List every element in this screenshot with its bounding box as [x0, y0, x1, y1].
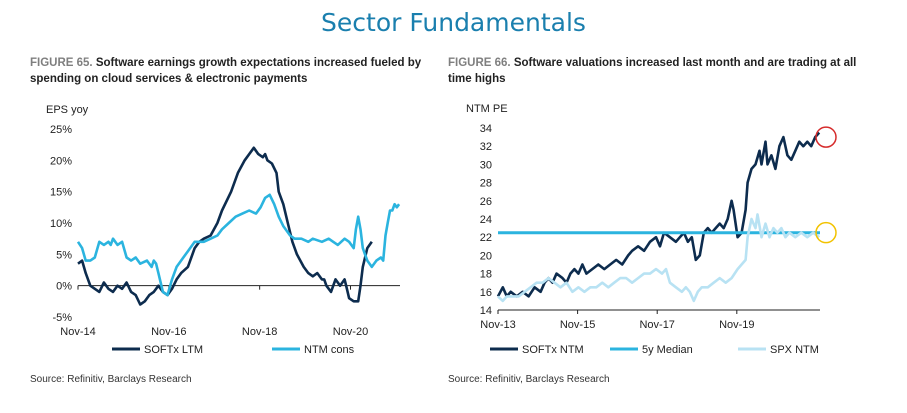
pe-y-tick-label: 32: [480, 141, 492, 153]
eps-y-tick-label: 0%: [56, 281, 72, 293]
pe-y-tick-label: 18: [480, 269, 492, 281]
pe-x-tick-label: Nov-19: [719, 319, 754, 331]
pe-legend-label-2: SPX NTM: [770, 344, 819, 356]
figure-65-caption-text: Software earnings growth expectations in…: [30, 57, 422, 85]
pe-highlight-circle-0: [815, 126, 837, 148]
eps-series-line-0: [77, 146, 373, 306]
eps-y-tick-label: 5%: [56, 249, 72, 261]
eps-x-tick-label: Nov-14: [60, 326, 95, 338]
pe-x-tick-label: Nov-17: [639, 319, 674, 331]
pe-legend-label-0: SOFTx NTM: [522, 344, 584, 356]
pe-legend-label-1: 5y Median: [642, 344, 693, 356]
eps-x-tick-label: Nov-18: [242, 326, 277, 338]
eps-legend-label-0: SOFTx LTM: [144, 344, 203, 356]
pe-y-tick-label: 16: [480, 287, 492, 299]
eps-y-tick-label: 20%: [50, 155, 72, 167]
pe-y-axis-label: NTM PE: [466, 103, 508, 115]
pe-highlight-circle-1: [815, 221, 837, 244]
figure-66-source: Source: Refinitiv, Barclays Research: [448, 374, 610, 385]
pe-y-tick-label: 30: [480, 159, 492, 171]
page-title: Sector Fundamentals: [321, 8, 586, 37]
eps-y-tick-label: 10%: [50, 218, 72, 230]
pe-series-line-0: [496, 131, 821, 298]
eps-y-tick-label: 15%: [50, 187, 72, 199]
figure-66-caption: FIGURE 66. Software valuations increased…: [448, 55, 868, 87]
pe-x-tick-label: Nov-15: [560, 319, 595, 331]
figure-65-number: FIGURE 65.: [30, 57, 93, 69]
pe-x-tick-label: Nov-13: [480, 319, 515, 331]
figure-66-number: FIGURE 66.: [448, 57, 511, 69]
eps-x-tick-label: Nov-16: [151, 326, 186, 338]
pe-y-tick-label: 20: [480, 250, 492, 262]
eps-y-tick-label: 25%: [50, 124, 72, 136]
pe-series-line-2: [497, 213, 820, 303]
pe-y-tick-label: 26: [480, 196, 492, 208]
eps-y-axis-label: EPS yoy: [46, 104, 89, 116]
figure-65-caption: FIGURE 65. Software earnings growth expe…: [30, 55, 430, 87]
eps-y-tick-label: -5%: [52, 312, 72, 324]
eps-x-tick-label: Nov-20: [333, 326, 368, 338]
eps-series-line-1: [76, 193, 401, 297]
pe-y-tick-label: 34: [480, 123, 492, 135]
eps-legend-label-1: NTM cons: [304, 344, 355, 356]
figure-65-source: Source: Refinitiv, Barclays Research: [30, 374, 192, 385]
pe-y-tick-label: 28: [480, 178, 492, 190]
pe-y-tick-label: 14: [480, 305, 492, 317]
pe-y-tick-label: 22: [480, 232, 492, 244]
pe-y-tick-label: 24: [480, 214, 492, 226]
figure-66-caption-text: Software valuations increased last month…: [448, 57, 857, 85]
